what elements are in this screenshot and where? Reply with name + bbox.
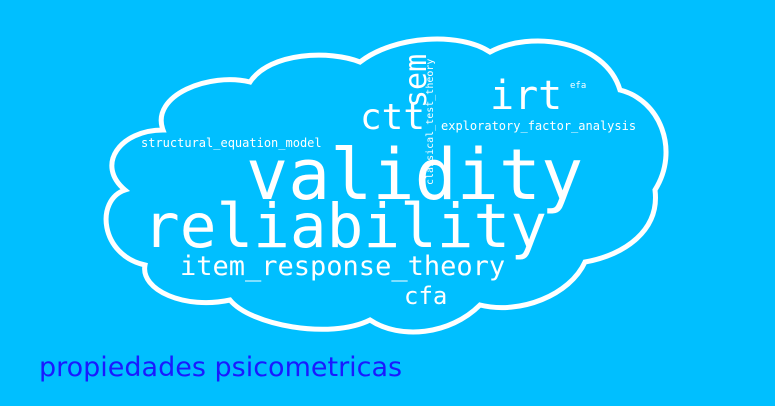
caption-label: propiedades psicometricas bbox=[39, 352, 403, 383]
word-efa: efa bbox=[570, 81, 587, 91]
word-ctt: ctt bbox=[360, 97, 426, 138]
word-reliability: reliability bbox=[143, 191, 547, 262]
word-cfa: cfa bbox=[404, 282, 448, 310]
word-exploratory-factor-analysis: exploratory_factor_analysis bbox=[441, 119, 637, 133]
word-validity: validity bbox=[246, 134, 584, 216]
word-structural-equation-model: structural_equation_model bbox=[141, 136, 322, 150]
word-classical-test-theory: classical_test_theory bbox=[425, 58, 436, 185]
word-item-response-theory: item_response_theory bbox=[180, 251, 506, 282]
word-irt: irt bbox=[490, 73, 563, 119]
